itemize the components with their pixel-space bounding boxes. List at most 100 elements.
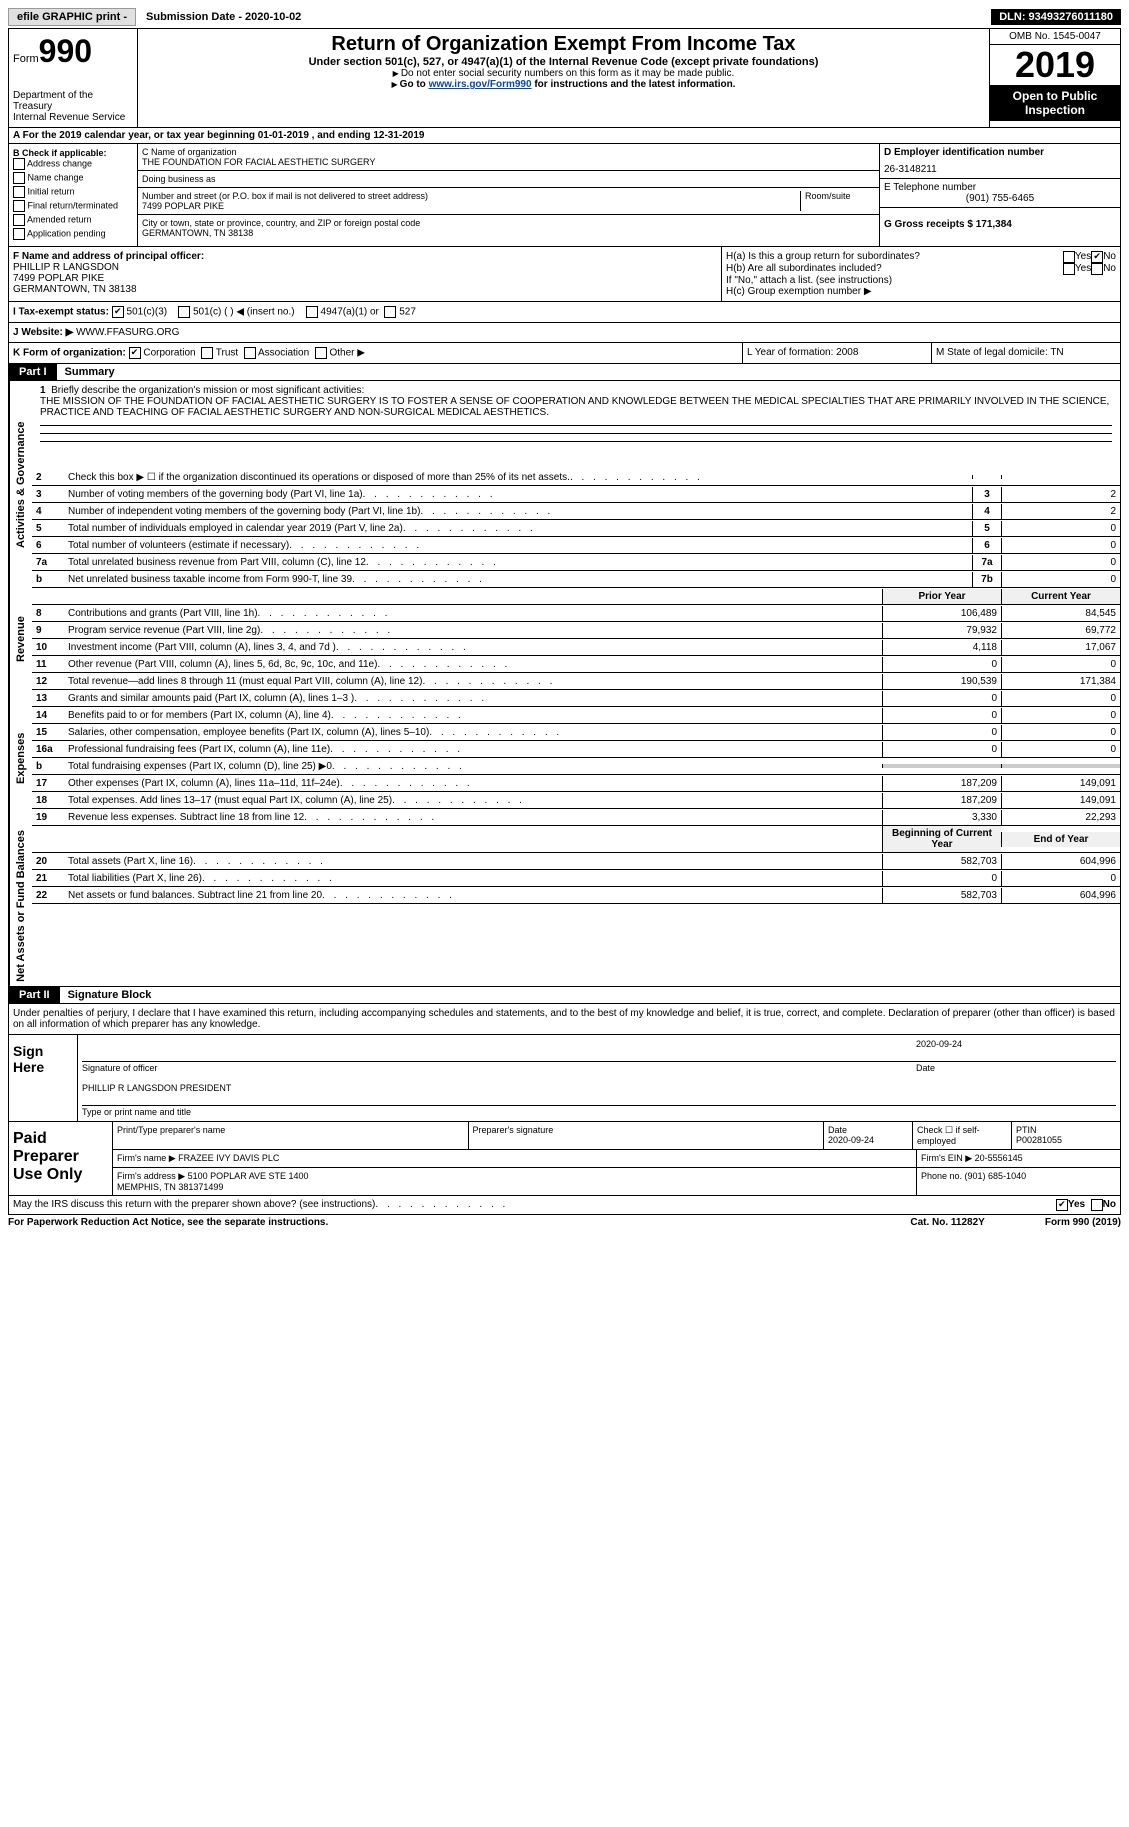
sig-officer-label: Signature of officer — [82, 1063, 916, 1073]
discuss-yes[interactable] — [1056, 1199, 1068, 1211]
netassets-section: Net Assets or Fund Balances Beginning of… — [8, 826, 1121, 987]
end-year-hdr: End of Year — [1001, 832, 1120, 847]
chk-final[interactable] — [13, 200, 25, 212]
form-header: Form990 Department of the Treasury Inter… — [8, 28, 1121, 128]
discuss-line: May the IRS discuss this return with the… — [8, 1196, 1121, 1215]
ha-yes[interactable] — [1063, 251, 1075, 263]
firm-phone: Phone no. (901) 685-1040 — [917, 1168, 1120, 1195]
table-row: 3Number of voting members of the governi… — [32, 486, 1120, 503]
officer-label: F Name and address of principal officer: — [13, 251, 717, 262]
chk-501c3[interactable] — [112, 306, 124, 318]
expenses-section: Expenses 13Grants and similar amounts pa… — [8, 690, 1121, 826]
table-row: 18Total expenses. Add lines 13–17 (must … — [32, 792, 1120, 809]
governance-section: Activities & Governance 1 Briefly descri… — [8, 381, 1121, 588]
part1-header: Part I Summary — [8, 364, 1121, 381]
year-formation: L Year of formation: 2008 — [743, 343, 932, 363]
dln: DLN: 93493276011180 — [991, 9, 1121, 25]
chk-other[interactable] — [315, 347, 327, 359]
prep-date: Date 2020-09-24 — [824, 1122, 913, 1149]
chk-corp[interactable] — [129, 347, 141, 359]
phone-label: E Telephone number — [884, 182, 1116, 193]
chk-4947[interactable] — [306, 306, 318, 318]
chk-trust[interactable] — [201, 347, 213, 359]
org-name: THE FOUNDATION FOR FACIAL AESTHETIC SURG… — [142, 157, 875, 167]
chk-pending[interactable] — [13, 228, 25, 240]
mission-text: THE MISSION OF THE FOUNDATION OF FACIAL … — [40, 396, 1109, 418]
prep-sig-label: Preparer's signature — [469, 1122, 825, 1149]
officer-city: GERMANTOWN, TN 38138 — [13, 284, 717, 295]
revenue-section: Revenue Prior Year Current Year 8Contrib… — [8, 588, 1121, 690]
addr: 7499 POPLAR PIKE — [142, 201, 796, 211]
table-row: 7aTotal unrelated business revenue from … — [32, 554, 1120, 571]
current-year-hdr: Current Year — [1001, 589, 1120, 604]
chk-527[interactable] — [384, 306, 396, 318]
chk-assoc[interactable] — [244, 347, 256, 359]
prep-self-emp: Check ☐ if self-employed — [913, 1122, 1012, 1149]
print-name-label: Type or print name and title — [82, 1107, 1116, 1117]
hc-label: H(c) Group exemption number ▶ — [726, 286, 1116, 297]
part1-tab: Part I — [9, 364, 57, 380]
page-footer: For Paperwork Reduction Act Notice, see … — [8, 1215, 1121, 1230]
ein: 26-3148211 — [884, 164, 1116, 175]
table-row: 19Revenue less expenses. Subtract line 1… — [32, 809, 1120, 826]
firm-name: Firm's name ▶ FRAZEE IVY DAVIS PLC — [113, 1150, 917, 1167]
table-row: bNet unrelated business taxable income f… — [32, 571, 1120, 588]
sign-date: 2020-09-24 — [916, 1039, 1116, 1049]
irs-link[interactable]: www.irs.gov/Form990 — [429, 79, 532, 90]
table-row: 9Program service revenue (Part VIII, lin… — [32, 622, 1120, 639]
chk-501c[interactable] — [178, 306, 190, 318]
table-row: 15Salaries, other compensation, employee… — [32, 724, 1120, 741]
officer-print-name: PHILLIP R LANGSDON PRESIDENT — [82, 1083, 1116, 1093]
row-i: I Tax-exempt status: 501(c)(3) 501(c) ( … — [8, 302, 1121, 323]
table-row: 22Net assets or fund balances. Subtract … — [32, 887, 1120, 904]
table-row: 20Total assets (Part X, line 16)582,7036… — [32, 853, 1120, 870]
discuss-no[interactable] — [1091, 1199, 1103, 1211]
website: WWW.FFASURG.ORG — [76, 327, 179, 338]
cat-no: Cat. No. 11282Y — [910, 1217, 984, 1228]
tax-year: 2019 — [990, 45, 1120, 85]
side-governance: Activities & Governance — [9, 381, 32, 588]
prep-ptin: PTIN P00281055 — [1012, 1122, 1120, 1149]
ha-label: H(a) Is this a group return for subordin… — [726, 251, 1063, 263]
hb-yes[interactable] — [1063, 263, 1075, 275]
sign-here-label: Sign Here — [9, 1035, 78, 1121]
table-row: 21Total liabilities (Part X, line 26)00 — [32, 870, 1120, 887]
info-grid: B Check if applicable: Address change Na… — [8, 144, 1121, 247]
gross-receipts: G Gross receipts $ 171,384 — [880, 208, 1120, 233]
hb-label: H(b) Are all subordinates included? — [726, 263, 1063, 275]
side-netassets: Net Assets or Fund Balances — [9, 826, 32, 986]
paperwork-notice: For Paperwork Reduction Act Notice, see … — [8, 1217, 328, 1228]
side-expenses: Expenses — [9, 690, 32, 826]
org-name-label: C Name of organization — [142, 147, 875, 157]
sig-date-label: Date — [916, 1063, 1116, 1073]
table-row: 14Benefits paid to or for members (Part … — [32, 707, 1120, 724]
part1-label: Summary — [57, 364, 123, 380]
chk-amended[interactable] — [13, 214, 25, 226]
note-ssn: Do not enter social security numbers on … — [401, 68, 734, 79]
table-row: 2Check this box ▶ ☐ if the organization … — [32, 469, 1120, 486]
table-row: 8Contributions and grants (Part VIII, li… — [32, 605, 1120, 622]
chk-address[interactable] — [13, 158, 25, 170]
phone: (901) 755-6465 — [884, 193, 1116, 204]
form-number: 990 — [39, 33, 92, 69]
state-domicile: M State of legal domicile: TN — [932, 343, 1120, 363]
open-inspection: Open to Public Inspection — [990, 85, 1120, 121]
table-row: 5Total number of individuals employed in… — [32, 520, 1120, 537]
submission-date: Submission Date - 2020-10-02 — [138, 9, 309, 25]
table-row: 6Total number of volunteers (estimate if… — [32, 537, 1120, 554]
mission-label: Briefly describe the organization's miss… — [51, 385, 364, 396]
hb-no[interactable] — [1091, 263, 1103, 275]
officer-addr: 7499 POPLAR PIKE — [13, 273, 717, 284]
form-footer: Form 990 (2019) — [1045, 1217, 1121, 1228]
table-row: 4Number of independent voting members of… — [32, 503, 1120, 520]
table-row: bTotal fundraising expenses (Part IX, co… — [32, 758, 1120, 775]
city: GERMANTOWN, TN 38138 — [142, 228, 875, 238]
table-row: 17Other expenses (Part IX, column (A), l… — [32, 775, 1120, 792]
dept-label: Department of the Treasury Internal Reve… — [13, 90, 133, 123]
chk-name[interactable] — [13, 172, 25, 184]
prior-year-hdr: Prior Year — [882, 589, 1001, 604]
efile-button[interactable]: efile GRAPHIC print - — [8, 8, 136, 26]
ha-no[interactable] — [1091, 251, 1103, 263]
chk-initial[interactable] — [13, 186, 25, 198]
table-row: 16aProfessional fundraising fees (Part I… — [32, 741, 1120, 758]
